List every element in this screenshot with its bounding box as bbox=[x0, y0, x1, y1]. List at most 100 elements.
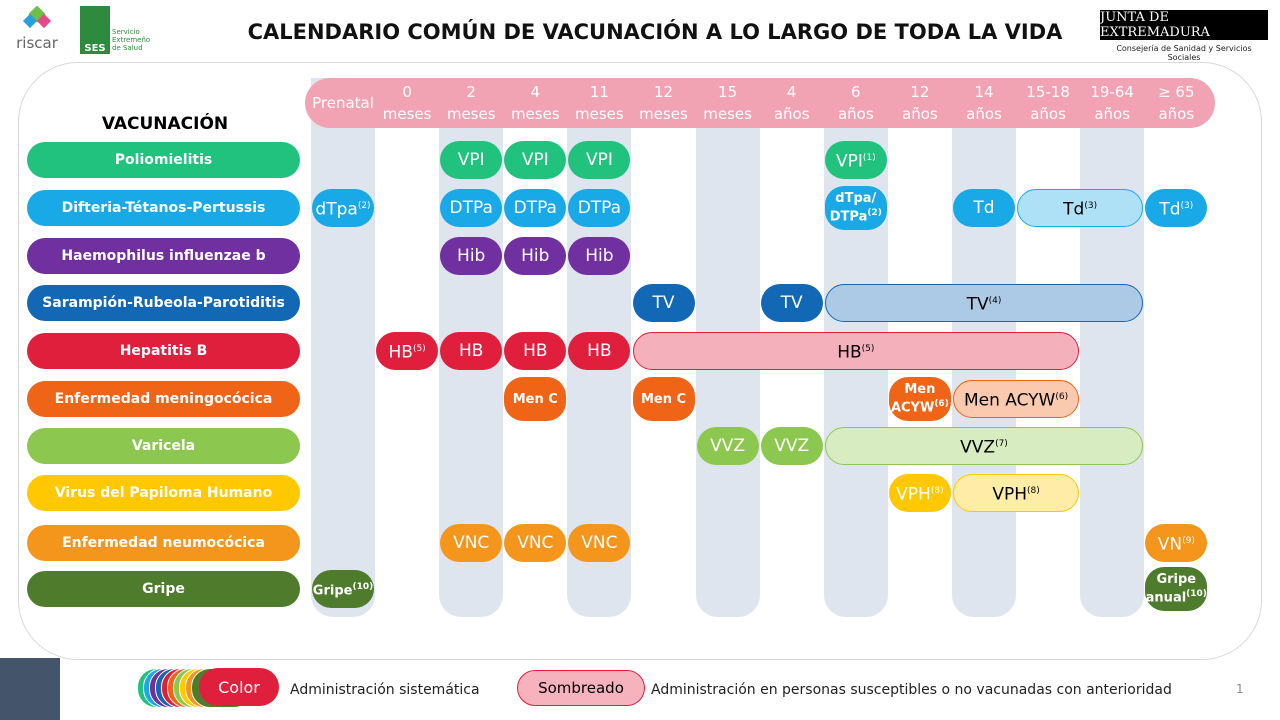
pill-text: Td bbox=[1159, 199, 1181, 220]
pill-content: HB(5) bbox=[388, 342, 425, 361]
pill-text: HB bbox=[388, 342, 413, 363]
pill-content: Men ACYW(6) bbox=[889, 382, 951, 415]
column-header: 4 meses bbox=[503, 80, 567, 126]
column-header-line: años bbox=[966, 105, 1002, 123]
pill-content: TV bbox=[781, 294, 803, 311]
pill-sup: (9) bbox=[1182, 535, 1195, 546]
pill-text: TV bbox=[966, 294, 989, 315]
vaccine-pill: VNC bbox=[504, 524, 567, 562]
pill-text: Men C bbox=[640, 391, 687, 407]
pill-text: VPI bbox=[835, 151, 863, 172]
column-header-line: 11 bbox=[589, 83, 609, 101]
column-header: 6 años bbox=[824, 80, 888, 126]
pill-content: Gripe(10) bbox=[313, 580, 373, 598]
row-label: Difteria-Tétanos-Pertussis bbox=[27, 190, 300, 226]
pill-text: VPH bbox=[992, 484, 1027, 505]
pill-sup: (2) bbox=[357, 200, 371, 211]
vaccine-pill: Hib bbox=[440, 237, 503, 275]
pill-content: VVZ bbox=[774, 437, 809, 454]
pill-sup: (8) bbox=[930, 485, 944, 496]
pill-text: dTpa/ DTPa bbox=[829, 191, 877, 225]
vaccine-pill: VNC bbox=[568, 524, 631, 562]
column-header-line: años bbox=[1030, 105, 1066, 123]
column-header-line: meses bbox=[575, 105, 624, 123]
pill-content: Men ACYW(6) bbox=[964, 390, 1068, 409]
row-label: Poliomielitis bbox=[27, 142, 300, 178]
pill-text: VN bbox=[1157, 534, 1183, 555]
pill-text: DTPa bbox=[513, 197, 557, 218]
pill-sup: (7) bbox=[995, 438, 1008, 449]
row-label: Gripe bbox=[27, 571, 300, 607]
pill-sup: (6) bbox=[1055, 391, 1069, 402]
pill-text: HB bbox=[837, 342, 862, 363]
vaccine-pill: VN(9) bbox=[1145, 524, 1208, 562]
vaccine-pill: Td(3) bbox=[1145, 189, 1208, 227]
logo-ses: SES bbox=[80, 6, 110, 54]
vaccine-pill: DTPa bbox=[440, 189, 503, 227]
pill-sup: (10) bbox=[352, 581, 374, 592]
vaccine-pill: Gripe(10) bbox=[312, 570, 374, 608]
column-header: 12 meses bbox=[632, 80, 696, 126]
pill-text: HB bbox=[523, 340, 548, 361]
vaccine-pill: VNC bbox=[440, 524, 503, 562]
pill-content: VNC bbox=[453, 532, 490, 553]
pill-text: TV bbox=[652, 292, 675, 313]
logo-text: riscar bbox=[16, 34, 58, 52]
title: CALENDARIO COMÚN DE VACUNACIÓN A LO LARG… bbox=[247, 20, 1063, 44]
row-label: Enfermedad meningocócica bbox=[27, 381, 300, 417]
rows-header: VACUNACIÓN bbox=[101, 114, 229, 134]
frame bbox=[18, 62, 1262, 660]
pill-text: Td bbox=[1063, 199, 1085, 220]
pill-content: VPI bbox=[586, 151, 613, 168]
column-header-line: 4 bbox=[530, 83, 541, 101]
pill-content: DTPa bbox=[449, 199, 492, 216]
pill-sup: (2) bbox=[867, 208, 882, 219]
row-label: Virus del Papiloma Humano bbox=[27, 475, 300, 511]
pill-text: VNC bbox=[453, 532, 490, 553]
shaded-pill: VPH(8) bbox=[953, 474, 1080, 512]
vaccine-pill: VPI(1) bbox=[824, 141, 887, 179]
pill-content: VVZ(7) bbox=[960, 437, 1008, 456]
pill-content: dTpa(2) bbox=[315, 199, 370, 218]
vaccine-pill: VPI bbox=[440, 141, 503, 179]
column-header: 12 años bbox=[888, 80, 952, 126]
pill-text: VPI bbox=[521, 149, 549, 170]
vaccine-pill: HB(5) bbox=[376, 332, 439, 370]
shaded-pill: Men ACYW(6) bbox=[953, 380, 1080, 418]
legend-color-stack: Color bbox=[137, 668, 282, 708]
pill-sup: (6) bbox=[934, 399, 949, 410]
column-header-line: años bbox=[837, 105, 874, 123]
row-label: Enfermedad neumocócica bbox=[27, 525, 300, 561]
pill-text: VNC bbox=[517, 532, 554, 553]
column-stripe bbox=[311, 78, 375, 617]
pill-content: VPI bbox=[457, 149, 485, 170]
pill-text: VPI bbox=[457, 149, 485, 170]
pill-text: Hib bbox=[585, 245, 614, 266]
pill-content: Hib bbox=[585, 245, 614, 266]
column-header: ≥ 65 años bbox=[1144, 80, 1208, 126]
legend-text: Administración sistemática bbox=[290, 682, 480, 698]
column-header-line: 15 bbox=[718, 83, 738, 101]
row-label: Sarampión-Rubeola-Parotiditis bbox=[27, 285, 300, 321]
vaccine-pill: VPI bbox=[504, 141, 567, 179]
column-header-line: Prenatal bbox=[312, 94, 374, 112]
pill-text: Men ACYW bbox=[963, 390, 1056, 411]
pill-content: Td(3) bbox=[1159, 199, 1193, 218]
pill-text: VVZ bbox=[710, 435, 746, 456]
vaccine-pill: dTpa(2) bbox=[312, 189, 374, 227]
pill-sup: (8) bbox=[1027, 485, 1040, 496]
logo-ses-text: Servicio Extremeño de Salud bbox=[112, 28, 151, 52]
column-header: 4 años bbox=[760, 80, 824, 126]
header-band bbox=[305, 78, 1215, 128]
legend-color: Color bbox=[199, 668, 279, 706]
column-header-line: 14 bbox=[974, 83, 994, 101]
column-header: 0 meses bbox=[375, 80, 439, 126]
column-stripe bbox=[1080, 78, 1145, 617]
pill-sup: (5) bbox=[861, 343, 875, 354]
pill-sup: (10) bbox=[1186, 589, 1207, 600]
pill-content: VNC bbox=[517, 532, 554, 553]
column-header-line: 0 bbox=[402, 83, 412, 101]
column-header-line: 15-18 bbox=[1026, 83, 1070, 101]
column-header-line: 2 bbox=[466, 83, 476, 101]
